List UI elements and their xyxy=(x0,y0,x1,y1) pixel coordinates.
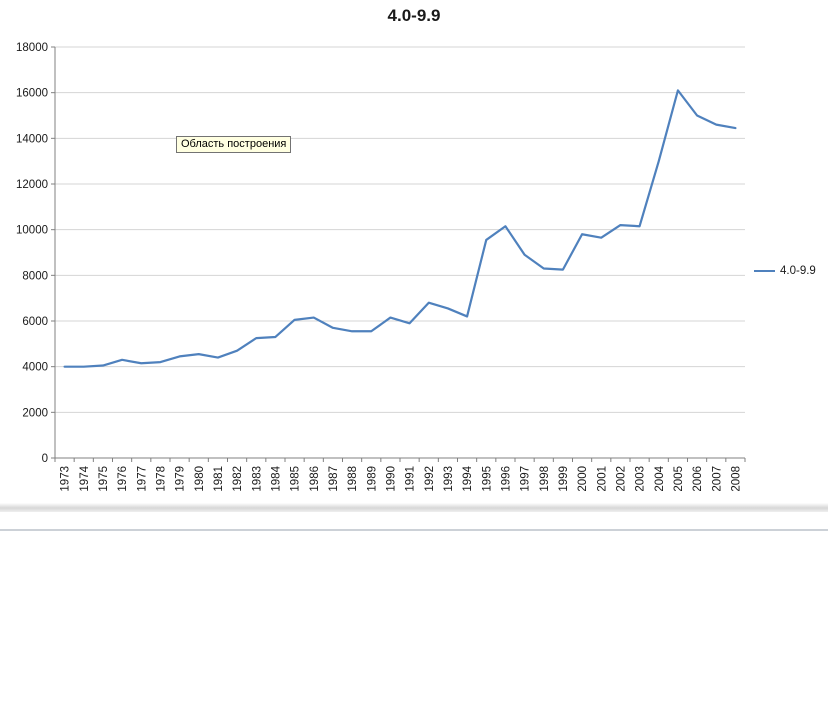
y-axis-label: 4000 xyxy=(22,362,48,374)
horizontal-rule xyxy=(0,529,828,531)
x-axis-label: 1998 xyxy=(539,466,551,492)
x-axis-label: 1974 xyxy=(79,465,91,491)
x-axis-label: 1985 xyxy=(290,466,302,492)
x-axis-label: 2001 xyxy=(596,466,608,492)
x-axis-label: 1980 xyxy=(194,466,206,492)
x-axis-label: 1984 xyxy=(270,465,282,491)
series-line[interactable] xyxy=(63,89,737,368)
x-axis-label: 2005 xyxy=(673,466,685,492)
x-axis-label: 1975 xyxy=(98,466,110,492)
y-axis-label: 14000 xyxy=(16,133,48,145)
x-axis-label: 1997 xyxy=(520,466,532,492)
x-axis-label: 2008 xyxy=(730,466,742,492)
x-axis-label: 1982 xyxy=(232,466,244,492)
x-axis-label: 1988 xyxy=(347,466,359,492)
x-axis-label: 1993 xyxy=(443,466,455,492)
x-axis-label: 1992 xyxy=(424,466,436,492)
x-axis-label: 1983 xyxy=(251,466,263,492)
y-axis-label: 12000 xyxy=(16,179,48,191)
plot-area-tooltip: Область построения xyxy=(176,136,292,153)
x-axis-label: 2007 xyxy=(711,466,723,492)
legend-line-swatch xyxy=(754,270,775,272)
x-axis-label: 2004 xyxy=(654,465,666,491)
x-axis-label: 1994 xyxy=(462,465,474,491)
legend-label: 4.0-9.9 xyxy=(780,265,816,277)
x-axis-label: 1996 xyxy=(500,466,512,492)
x-axis-label: 1989 xyxy=(366,466,378,492)
x-axis-label: 1973 xyxy=(60,466,72,492)
y-axis-label: 6000 xyxy=(22,316,48,328)
x-axis-label: 1991 xyxy=(405,466,417,492)
x-axis-label: 1977 xyxy=(136,466,148,492)
x-axis-label: 1995 xyxy=(481,466,493,492)
x-axis-label: 2000 xyxy=(577,466,589,492)
window-divider xyxy=(0,503,828,512)
y-axis-label: 16000 xyxy=(16,88,48,100)
y-axis-label: 2000 xyxy=(22,407,48,419)
x-axis-label: 2006 xyxy=(692,466,704,492)
x-axis-label: 1978 xyxy=(155,466,167,492)
legend[interactable]: 4.0-9.9 xyxy=(754,265,816,277)
y-axis-label: 10000 xyxy=(16,225,48,237)
x-axis-label: 1981 xyxy=(213,466,225,492)
x-axis-label: 1986 xyxy=(309,466,321,492)
y-axis-label: 18000 xyxy=(16,42,48,54)
x-axis-label: 2003 xyxy=(635,466,647,492)
plot-area[interactable]: 0 2000 4000 6000 8000 10000 12000 14000 16000 180… xyxy=(0,0,828,505)
x-axis-label: 1979 xyxy=(175,466,187,492)
y-axis-label: 8000 xyxy=(22,270,48,282)
chart-title[interactable]: 4.0-9.9 xyxy=(387,6,441,25)
x-axis-label: 1999 xyxy=(558,466,570,492)
y-axis-label: 0 xyxy=(42,453,48,465)
x-axis-label: 1990 xyxy=(385,466,397,492)
x-axis-label: 2002 xyxy=(615,466,627,492)
x-axis-label: 1976 xyxy=(117,466,129,492)
x-axis-label: 1987 xyxy=(328,466,340,492)
